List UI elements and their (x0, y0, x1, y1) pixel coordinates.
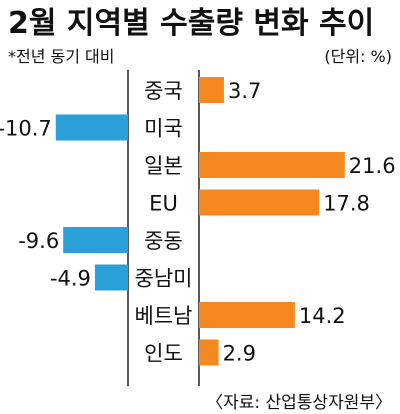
chart-subtitle: *전년 동기 대비 (8, 47, 115, 66)
value-label: 14.2 (299, 304, 346, 328)
bar-negative (63, 227, 129, 253)
value-label: -4.9 (50, 267, 91, 291)
category-label: 미국 (144, 117, 183, 141)
source-label: 〈자료: 산업통상자원부〉 (206, 393, 392, 413)
bar-positive (199, 302, 295, 328)
value-label: 3.7 (228, 79, 261, 103)
bars-group: 중국 3.7 미국 -10.7 일본 21.6 EU 17.8 중동 -9.6 중남미 -4.9 베트남… (0, 77, 396, 366)
category-label: EU (149, 192, 178, 216)
category-label: 중동 (144, 229, 183, 253)
value-label: -9.6 (18, 229, 59, 253)
bar-positive (199, 77, 224, 103)
category-label: 중국 (144, 79, 183, 103)
unit-label: (단위: %) (324, 47, 392, 66)
value-label: 17.8 (323, 192, 370, 216)
category-label: 일본 (144, 154, 183, 178)
value-label: -10.7 (0, 117, 52, 141)
bar-positive (199, 152, 345, 178)
bar-negative (94, 264, 128, 291)
value-label: 2.9 (223, 342, 256, 366)
value-label: 21.6 (349, 154, 396, 178)
category-label: 베트남 (135, 304, 193, 328)
bar-positive (199, 339, 219, 366)
bar-negative (55, 114, 128, 141)
category-label: 인도 (144, 342, 183, 366)
bar-positive (199, 189, 320, 216)
chart-title: 2월 지역별 수출량 변화 추이 (8, 6, 374, 41)
category-label: 중남미 (135, 267, 193, 291)
